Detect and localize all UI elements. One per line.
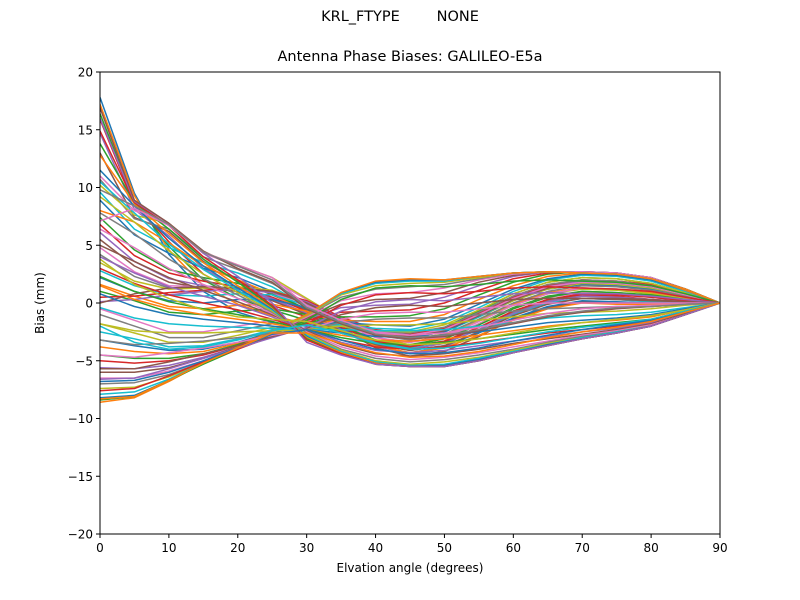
y-tick-label: 15 [78,123,93,137]
series-line-s46 [100,297,720,370]
series-line-s71 [100,302,720,383]
y-tick-label: −15 [68,470,93,484]
series-line-s52 [100,285,720,342]
y-tick-label: −5 [75,354,93,368]
series-line-s72 [100,302,720,400]
x-tick-label: 10 [161,541,176,555]
x-tick-label: 70 [575,541,590,555]
y-tick-label: −10 [68,412,93,426]
series-line-s45 [100,291,720,380]
x-tick-label: 50 [437,541,452,555]
series-line-s50 [100,302,720,332]
x-tick-label: 80 [643,541,658,555]
y-axis-ticks: −20 −15 −10 −5 0 5 10 15 20 [68,66,100,542]
y-tick-label: 10 [78,181,93,195]
series-line-s69 [100,258,720,346]
series-line-s60 [100,181,720,367]
series-line-s57 [100,228,720,361]
x-tick-label: 30 [299,541,314,555]
figure-suptitle: KRL_FTYPE NONE [321,9,479,25]
series-line-s68 [100,189,720,339]
series-line-s28 [100,279,720,339]
x-axis-ticks: 0 10 20 30 40 50 60 70 80 90 [96,534,728,555]
x-tick-label: 60 [506,541,521,555]
series-line-s31 [100,273,720,352]
series-lines [100,97,720,404]
x-tick-label: 20 [230,541,245,555]
y-tick-label: 5 [85,239,93,253]
x-tick-label: 90 [712,541,727,555]
x-axis-label: Elvation angle (degrees) [336,561,484,575]
y-tick-label: −20 [68,528,93,542]
series-line-s65 [100,117,720,368]
series-line-s49 [100,302,720,334]
series-line-s70 [100,302,720,350]
series-line-s43 [100,279,720,401]
series-line-s47 [100,302,720,359]
x-tick-label: 40 [368,541,383,555]
series-line-s44 [100,286,720,392]
series-line-s66 [100,107,720,340]
series-line-s04 [100,119,720,350]
y-tick-label: 20 [78,66,93,80]
series-line-s55 [100,256,720,354]
y-tick-label: 0 [85,297,93,311]
series-line-s14 [100,223,720,348]
series-line-s56 [100,244,720,357]
series-line-s30 [100,274,720,348]
x-tick-label: 0 [96,541,104,555]
chart-title: Antenna Phase Biases: GALILEO-E5a [277,49,543,65]
series-line-s29 [100,276,720,344]
